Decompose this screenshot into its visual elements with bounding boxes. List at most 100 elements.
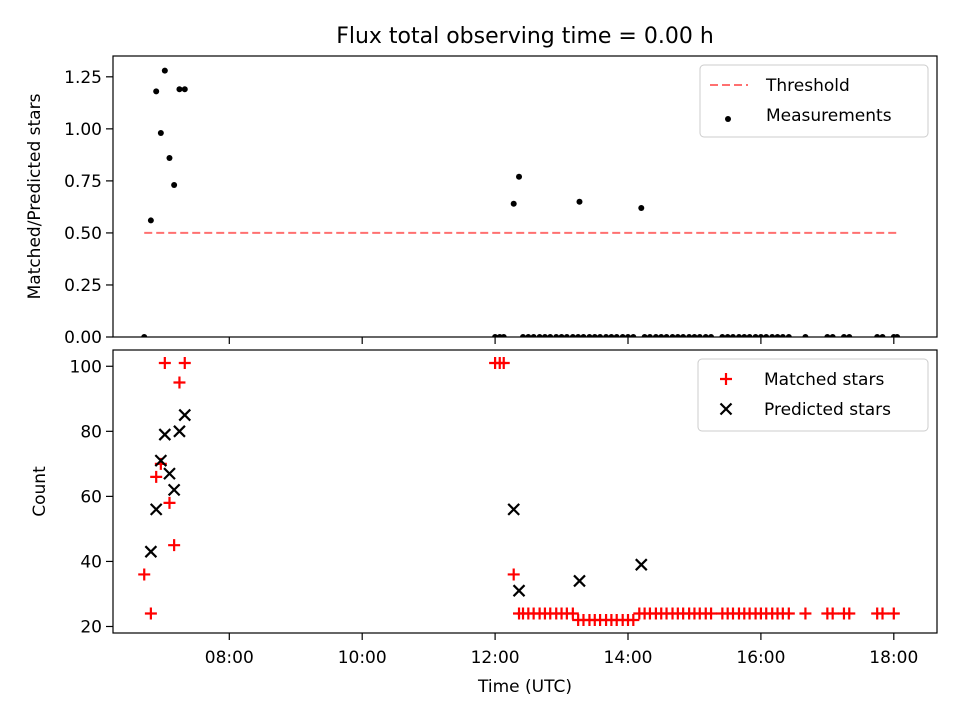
data-point bbox=[563, 334, 570, 337]
data-point bbox=[686, 334, 693, 337]
data-point bbox=[638, 204, 645, 211]
data-point bbox=[846, 334, 853, 337]
data-point bbox=[141, 334, 148, 337]
data-point bbox=[802, 334, 809, 337]
data-point bbox=[829, 334, 836, 337]
data-point bbox=[178, 357, 191, 370]
data-point bbox=[826, 607, 839, 620]
x-tick-label: 10:00 bbox=[338, 648, 387, 668]
data-point bbox=[879, 334, 886, 337]
data-point bbox=[575, 334, 582, 337]
ratio-y-label: Matched/Predicted stars bbox=[25, 93, 45, 299]
data-point bbox=[173, 425, 186, 438]
data-point bbox=[782, 607, 795, 620]
data-point bbox=[613, 334, 620, 337]
data-point bbox=[824, 334, 831, 337]
data-point bbox=[757, 334, 764, 337]
data-point bbox=[163, 496, 176, 509]
data-point bbox=[887, 607, 900, 620]
data-point bbox=[586, 334, 593, 337]
data-point bbox=[558, 334, 565, 337]
data-point bbox=[658, 334, 665, 337]
data-point bbox=[144, 607, 157, 620]
data-point bbox=[769, 334, 776, 337]
data-point bbox=[719, 334, 726, 337]
data-point bbox=[154, 454, 168, 467]
y-tick-label: 40 bbox=[80, 552, 102, 572]
legend-swatch bbox=[725, 116, 731, 122]
data-point bbox=[541, 334, 548, 337]
data-point bbox=[752, 334, 759, 337]
data-point bbox=[573, 574, 586, 588]
data-point bbox=[840, 334, 847, 337]
data-point bbox=[729, 334, 736, 337]
data-point bbox=[876, 607, 889, 620]
legend-box bbox=[697, 358, 929, 432]
series-predicted-stars bbox=[144, 408, 648, 597]
data-point bbox=[530, 334, 537, 337]
data-point bbox=[705, 607, 718, 620]
legend-swatch bbox=[719, 402, 733, 416]
count-x-axis: 08:00 10:00 12:00 14:00 16:00 18:00 bbox=[205, 633, 918, 668]
ratio-plot-area bbox=[141, 67, 901, 337]
y-tick-label: 0.25 bbox=[64, 276, 102, 296]
data-point bbox=[497, 357, 510, 370]
count-plot-area bbox=[138, 357, 900, 626]
data-point bbox=[674, 334, 681, 337]
data-point bbox=[525, 334, 532, 337]
count-panel: 20 40 60 80 100 08:00 10:00 12:00 14:00 16:00 18:0… bbox=[30, 349, 938, 697]
count-y-axis: 20 40 60 80 100 bbox=[70, 357, 113, 637]
ratio-x-axis bbox=[228, 337, 895, 344]
y-tick-label: 20 bbox=[80, 617, 102, 637]
data-point bbox=[167, 483, 181, 497]
chart-title: Flux total observing time = 0.00 h bbox=[336, 24, 714, 49]
data-point bbox=[580, 334, 587, 337]
ratio-legend: Threshold Measurements bbox=[699, 64, 929, 138]
count-legend: Matched stars Predicted stars bbox=[697, 358, 929, 432]
data-point bbox=[166, 154, 173, 161]
data-point bbox=[576, 198, 583, 205]
data-point bbox=[619, 334, 626, 337]
x-axis-label: Time (UTC) bbox=[477, 677, 572, 697]
data-point bbox=[630, 334, 637, 337]
data-point bbox=[507, 568, 520, 581]
data-point bbox=[158, 357, 171, 370]
data-point bbox=[696, 334, 703, 337]
data-point bbox=[603, 334, 610, 337]
legend-label: Predicted stars bbox=[764, 400, 891, 420]
data-point bbox=[569, 334, 576, 337]
data-point bbox=[785, 334, 792, 337]
series-measurements bbox=[141, 67, 901, 337]
data-point bbox=[178, 408, 192, 422]
data-point bbox=[181, 86, 188, 93]
data-point bbox=[741, 334, 748, 337]
data-point bbox=[161, 67, 168, 74]
data-point bbox=[168, 539, 181, 552]
data-point bbox=[627, 613, 640, 626]
data-point bbox=[708, 334, 715, 337]
data-point bbox=[625, 334, 631, 337]
data-point bbox=[147, 217, 154, 224]
data-point bbox=[724, 334, 731, 337]
legend-label: Matched stars bbox=[764, 370, 884, 390]
data-point bbox=[173, 376, 186, 389]
data-point bbox=[547, 334, 554, 337]
ratio-y-axis: 0.00 0.25 0.50 0.75 1.00 1.25 bbox=[64, 68, 113, 348]
legend-swatch bbox=[720, 373, 732, 385]
data-point bbox=[150, 470, 163, 483]
data-point bbox=[176, 86, 183, 93]
ratio-panel: 0.00 0.25 0.50 0.75 1.00 1.25 Matched/Predicte… bbox=[25, 55, 938, 348]
data-point bbox=[144, 545, 158, 558]
x-tick-label: 12:00 bbox=[471, 648, 520, 668]
data-point bbox=[799, 607, 812, 620]
data-point bbox=[663, 334, 670, 337]
data-point bbox=[608, 334, 615, 337]
data-point bbox=[566, 607, 579, 620]
data-point bbox=[779, 334, 786, 337]
data-point bbox=[735, 334, 742, 337]
data-point bbox=[597, 334, 604, 337]
data-point bbox=[641, 334, 648, 337]
data-point bbox=[138, 568, 151, 581]
data-point bbox=[553, 334, 560, 337]
